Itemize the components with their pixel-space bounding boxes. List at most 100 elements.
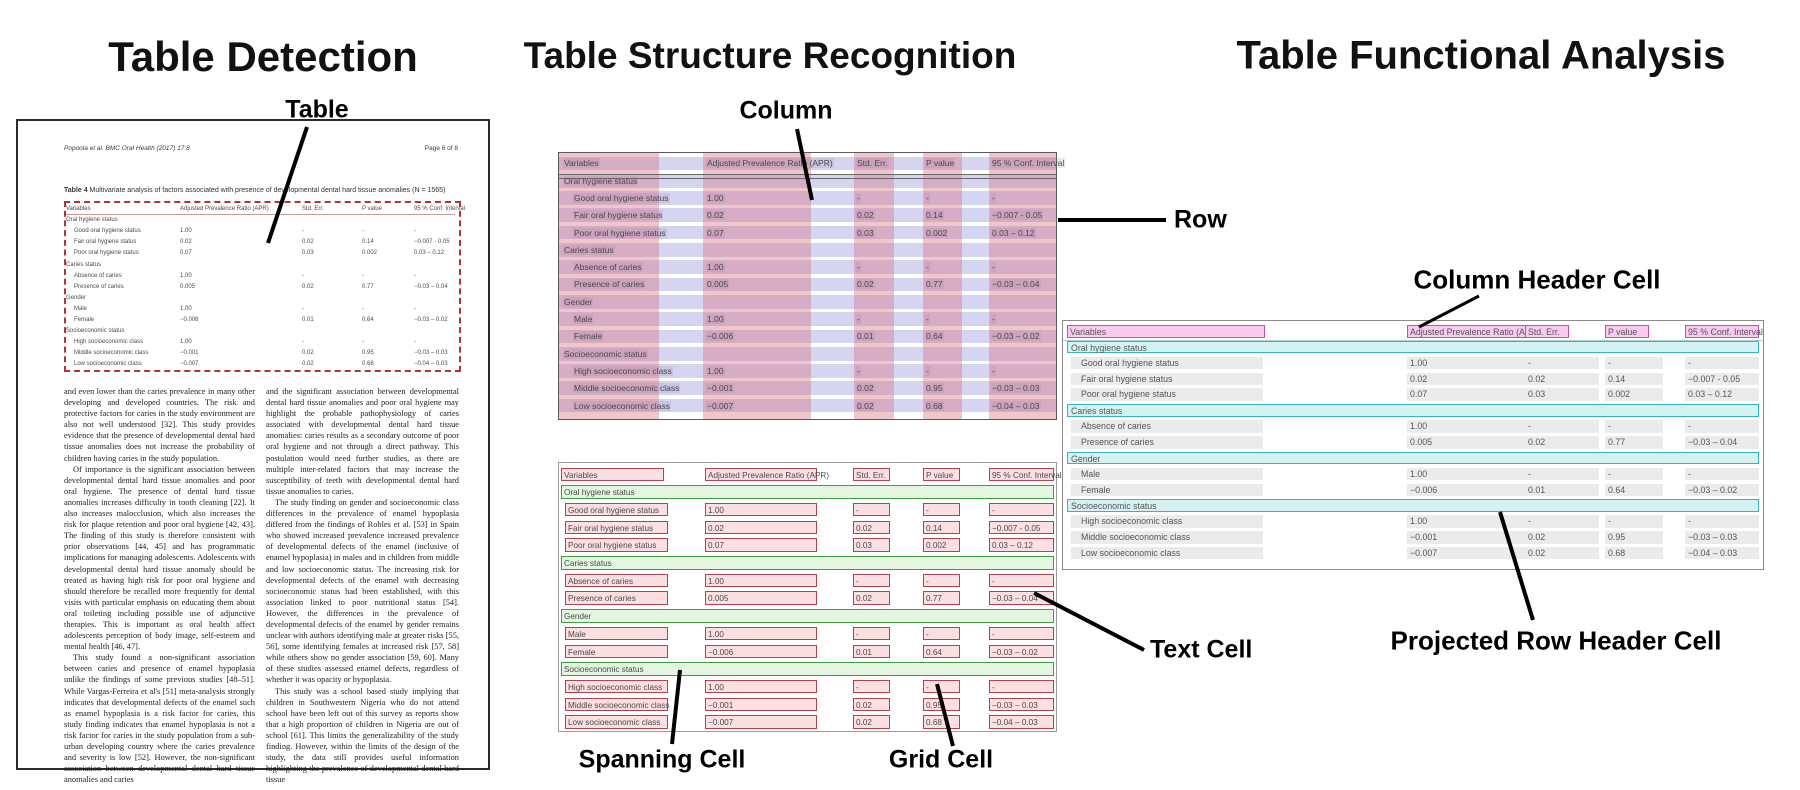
text-cell: Good oral hygiene status	[1071, 356, 1263, 370]
grid-cell: -	[853, 626, 890, 641]
grid-cell: -	[923, 626, 960, 641]
grid-cell: -	[853, 679, 890, 694]
data-cell-text: −0.03 – 0.03	[991, 383, 1041, 394]
grid-cell: Poor oral hygiene status	[565, 538, 668, 552]
mini-header-cell: 95 % Conf. Interval	[414, 206, 466, 212]
grid-cell: Good oral hygiene status	[565, 502, 668, 517]
text-cell: -	[1525, 515, 1583, 528]
column-highlight	[854, 153, 894, 419]
column-highlight	[989, 153, 1056, 419]
text-cell: -	[1685, 356, 1759, 370]
spanning-cell: Caries status	[561, 556, 1054, 570]
section-cell-text: Socioeconomic status	[563, 348, 648, 359]
mini-data-cell: -	[414, 339, 416, 346]
mini-data-cell: Poor oral hygiene status	[74, 250, 139, 257]
mini-data-cell: 1.00	[180, 272, 192, 279]
header-cell-text: 95 % Conf. Interval	[991, 158, 1066, 169]
data-cell-text: 1.00	[706, 192, 725, 203]
data-cell-text: −0.007	[706, 400, 735, 411]
mini-section-cell: Caries status	[66, 261, 102, 268]
column-header-cell: 95 % Conf. Interval	[1685, 325, 1763, 338]
text-cell: 0.64	[1605, 483, 1663, 497]
column-highlight	[703, 153, 811, 419]
annotation-label-column-header-cell: Column Header Cell	[1413, 264, 1661, 295]
mini-data-cell: 1.00	[180, 339, 192, 346]
row-highlight	[559, 312, 1056, 326]
projected-row-header-cell: Socioeconomic status	[1067, 499, 1759, 512]
grid-cell: Male	[565, 626, 668, 641]
grid-cell: Absence of caries	[565, 573, 668, 588]
mini-data-cell: 0.002	[362, 250, 378, 257]
grid-cell: -	[989, 502, 1054, 517]
grid-cell: 1.00	[705, 573, 817, 588]
document-body-column-left: and even lower than the caries prevalenc…	[64, 386, 255, 785]
data-cell-text: -	[925, 314, 930, 324]
document-page: Popoola et al. BMC Oral Health (2017) 17…	[16, 119, 490, 784]
grid-header-cell: Std. Err.	[853, 467, 890, 481]
data-cell-text: 0.77	[925, 279, 944, 290]
projected-row-header-cell: Caries status	[1067, 404, 1759, 417]
grid-cell: -	[853, 573, 890, 588]
mini-data-cell: -	[302, 339, 304, 346]
text-cell: -	[1605, 420, 1663, 433]
annotation-label-text-cell: Text Cell	[1150, 635, 1253, 664]
mini-data-cell: 0.005	[180, 283, 196, 290]
spanning-cell: Oral hygiene status	[561, 485, 1054, 499]
panel-title-table-detection: Table Detection	[108, 33, 418, 80]
text-cell: −0.03 – 0.04	[1685, 435, 1759, 449]
projected-row-header-cell: Oral hygiene status	[1067, 340, 1759, 354]
mini-data-cell: Fair oral hygiene status	[74, 239, 137, 246]
mini-data-cell: 0.14	[362, 239, 374, 246]
mini-data-cell: −0.03 – 0.03	[414, 350, 448, 357]
data-cell-text: Absence of caries	[573, 262, 643, 273]
grid-cell: Middle socioeconomic class	[565, 697, 669, 712]
text-cell: −0.04 – 0.03	[1685, 546, 1759, 560]
grid-cell: 0.03 – 0.12	[989, 538, 1054, 552]
grid-cell: 0.02	[853, 520, 890, 535]
data-cell-text: 0.02	[706, 210, 725, 221]
grid-cell: 0.77	[923, 591, 960, 605]
text-cell: 0.02	[1525, 546, 1583, 560]
table-caption-text: Multivariate analysis of factors associa…	[87, 187, 446, 194]
data-cell-text: Fair oral hygiene status	[573, 210, 664, 221]
mini-data-cell: 0.02	[180, 239, 192, 246]
document-body-column-right: and the significant association between …	[266, 386, 459, 785]
grid-cell: −0.001	[705, 697, 817, 712]
data-cell-text: -	[991, 262, 996, 273]
document-header-right: Page 6 of 8	[424, 145, 458, 152]
grid-cell: High socioeconomic class	[565, 679, 668, 694]
mini-data-cell: -	[362, 305, 364, 312]
column-header-cell: P value	[1605, 325, 1649, 338]
text-cell: Low socioeconomic class	[1071, 546, 1263, 560]
text-cell: −0.007 - 0.05	[1685, 372, 1759, 386]
grid-header-cell: 95 % Conf. Interval	[989, 467, 1062, 481]
data-cell-text: Female	[573, 331, 604, 342]
column-highlight	[923, 153, 962, 419]
mini-data-cell: Low socioeconomic class	[74, 361, 142, 368]
section-cell-text: Oral hygiene status	[563, 175, 639, 186]
text-cell: 0.01	[1525, 483, 1583, 497]
text-cell: 0.68	[1605, 546, 1663, 560]
data-cell-text: −0.03 – 0.02	[991, 331, 1041, 342]
data-cell-text: Presence of caries	[573, 279, 646, 290]
row-highlight	[559, 225, 1056, 240]
text-cell: 0.02	[1525, 435, 1583, 449]
data-cell-text: 0.02	[856, 279, 875, 290]
data-cell-text: −0.04 – 0.03	[991, 400, 1041, 411]
text-cell: 0.03 – 0.12	[1685, 388, 1759, 401]
text-cell: -	[1685, 420, 1759, 433]
text-cell: Fair oral hygiene status	[1071, 372, 1263, 386]
table-detection-box	[64, 201, 461, 372]
grid-header-cell: Adjusted Prevalence Ratio (APR)	[705, 467, 829, 481]
mini-section-cell: Gender	[66, 294, 87, 301]
data-cell-text: 0.14	[925, 210, 944, 221]
data-cell-text: −0.03 – 0.04	[991, 279, 1041, 290]
text-cell: Female	[1071, 483, 1263, 497]
grid-cell: −0.03 – 0.03	[989, 697, 1054, 712]
text-cell: −0.03 – 0.02	[1685, 483, 1759, 497]
column-header-cell: Variables	[1067, 325, 1265, 338]
grid-cell: Female	[565, 644, 668, 658]
column-highlight	[559, 153, 659, 419]
text-cell: -	[1525, 420, 1583, 433]
annotation-label-spanning-cell: Spanning Cell	[578, 745, 746, 774]
